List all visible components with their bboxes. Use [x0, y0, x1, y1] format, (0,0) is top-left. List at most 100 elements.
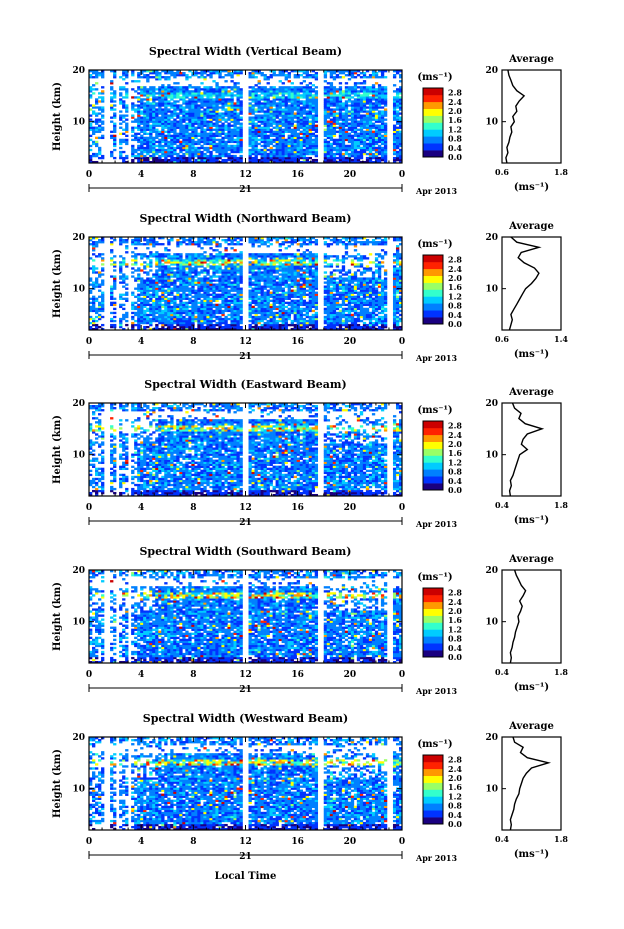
- heatmap-cell: [344, 88, 349, 91]
- heatmap-cell: [137, 106, 141, 109]
- heatmap-cell: [227, 118, 231, 121]
- heatmap-cell: [137, 154, 141, 158]
- heatmap-cell: [248, 76, 252, 79]
- heatmap-cell: [119, 114, 123, 117]
- heatmap-cell: [182, 305, 186, 309]
- heatmap-cell: [167, 94, 171, 97]
- heatmap-cell: [143, 74, 147, 77]
- heatmap-cell: [263, 74, 267, 77]
- heatmap-cell: [113, 96, 117, 99]
- heatmap-cell: [278, 114, 282, 117]
- heatmap-cell: [98, 120, 102, 123]
- heatmap-cell: [98, 275, 102, 278]
- heatmap-cell: [185, 275, 189, 278]
- heatmap-cell: [176, 307, 180, 311]
- heatmap-cell: [305, 148, 309, 152]
- heatmap-cell: [206, 120, 210, 123]
- heatmap-cell: [221, 289, 225, 292]
- heatmap-cell: [218, 289, 222, 292]
- heatmap-cell: [362, 160, 367, 164]
- heatmap-cell: [215, 285, 219, 288]
- heatmap-cell: [209, 124, 213, 127]
- y-tick-label: 20: [72, 66, 85, 76]
- heatmap-cell: [167, 259, 171, 262]
- heatmap-cell: [221, 114, 225, 117]
- heatmap-cell: [161, 315, 165, 319]
- heatmap-cell: [98, 106, 102, 109]
- heatmap-cell: [188, 315, 192, 319]
- heatmap-cell: [239, 90, 243, 93]
- heatmap-cell: [101, 100, 105, 103]
- heatmap-cell: [332, 160, 337, 164]
- heatmap-cell: [209, 299, 213, 302]
- heatmap-cell: [272, 98, 276, 101]
- heatmap-cell: [251, 289, 255, 292]
- heatmap-cell: [215, 70, 219, 73]
- heatmap-cell: [398, 76, 403, 79]
- heatmap-cell: [149, 243, 153, 246]
- heatmap-cell: [248, 148, 252, 152]
- heatmap-cell: [161, 237, 165, 240]
- heatmap-cell: [395, 114, 400, 117]
- heatmap-cell: [167, 253, 171, 256]
- heatmap-cell: [296, 108, 300, 111]
- heatmap-cell: [338, 72, 343, 75]
- heatmap-cell: [152, 301, 156, 305]
- heatmap-cell: [218, 287, 222, 290]
- heatmap-cell: [203, 307, 207, 311]
- heatmap-cell: [176, 156, 180, 160]
- heatmap-cell: [314, 114, 319, 117]
- heatmap-cell: [332, 88, 337, 91]
- heatmap-cell: [167, 269, 171, 272]
- heatmap-cell: [269, 110, 273, 113]
- heatmap-cell: [101, 154, 105, 158]
- heatmap-cell: [179, 283, 183, 286]
- heatmap-cell: [323, 98, 328, 101]
- heatmap-cell: [275, 154, 279, 158]
- heatmap-cell: [188, 98, 192, 101]
- heatmap-cell: [143, 295, 147, 298]
- x-tick-label: 8: [190, 170, 196, 180]
- heatmap-cell: [221, 321, 225, 325]
- heatmap-cell: [308, 76, 313, 79]
- heatmap-cell: [290, 154, 294, 158]
- heatmap-cell: [140, 269, 144, 272]
- heatmap-cell: [179, 140, 183, 144]
- heatmap-cell: [158, 255, 162, 258]
- heatmap-cell: [182, 90, 186, 93]
- heatmap-cell: [287, 98, 291, 101]
- heatmap-cell: [119, 277, 123, 280]
- heatmap-cell: [161, 124, 165, 127]
- heatmap-cell: [125, 239, 129, 242]
- heatmap-cell: [329, 90, 334, 93]
- heatmap-cell: [281, 96, 285, 99]
- heatmap-cell: [155, 253, 159, 256]
- heatmap-cell: [206, 241, 210, 244]
- heatmap-cell: [344, 120, 349, 123]
- heatmap-cell: [161, 321, 165, 325]
- heatmap-cell: [365, 106, 370, 109]
- heatmap-cell: [122, 273, 126, 276]
- heatmap-cell: [275, 90, 279, 93]
- heatmap-cell: [233, 118, 237, 121]
- heatmap-cell: [335, 96, 340, 99]
- heatmap-cell: [152, 130, 156, 133]
- heatmap-cell: [158, 112, 162, 115]
- heatmap-cell: [173, 102, 177, 105]
- heatmap-cell: [215, 293, 219, 296]
- heatmap-cell: [362, 148, 367, 152]
- heatmap-cell: [191, 263, 195, 266]
- heatmap-cell: [203, 325, 207, 329]
- heatmap-cell: [191, 102, 195, 105]
- heatmap-cell: [176, 120, 180, 123]
- heatmap-cell: [347, 100, 352, 103]
- heatmap-cell: [233, 285, 237, 288]
- heatmap-cell: [179, 305, 183, 309]
- heatmap-cell: [254, 156, 258, 160]
- heatmap-cell: [266, 94, 270, 97]
- heatmap-cell: [266, 128, 270, 131]
- heatmap-cell: [248, 309, 252, 313]
- heatmap-cell: [392, 98, 397, 101]
- heatmap-cell: [278, 112, 282, 115]
- heatmap-cell: [131, 259, 135, 262]
